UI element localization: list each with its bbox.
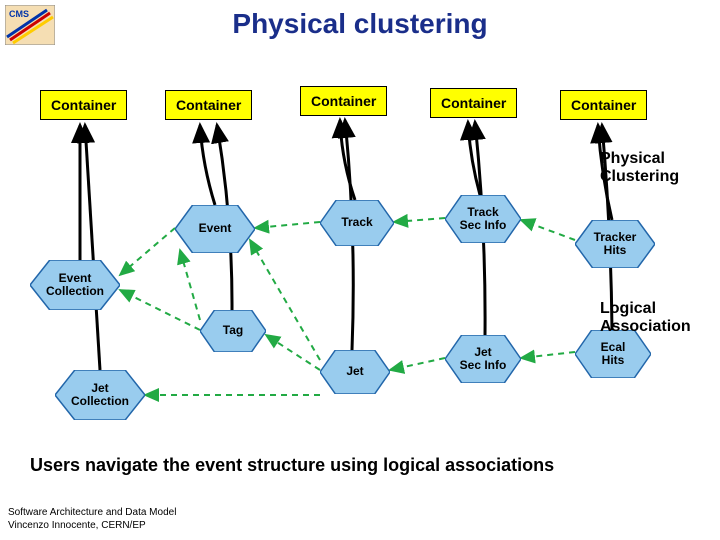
container-box-0: Container: [40, 90, 127, 120]
node-event: Event: [175, 205, 255, 253]
container-box-3: Container: [430, 88, 517, 118]
node-tag: Tag: [200, 310, 266, 352]
node-evcoll: EventCollection: [30, 260, 120, 310]
node-thits: TrackerHits: [575, 220, 655, 268]
node-label-evcoll: EventCollection: [46, 272, 104, 298]
node-label-thits: TrackerHits: [594, 231, 637, 257]
container-box-2: Container: [300, 86, 387, 116]
diagram-label-1: LogicalAssociation: [600, 300, 691, 336]
node-tsi: TrackSec Info: [445, 195, 521, 243]
container-box-4: Container: [560, 90, 647, 120]
diagram-label-2: Users navigate the event structure using…: [30, 455, 554, 476]
diagram-label-0: PhysicalClustering: [600, 150, 679, 186]
node-label-jetcoll: JetCollection: [71, 382, 129, 408]
title-text: Physical clustering: [232, 8, 487, 39]
node-ehits: EcalHits: [575, 330, 651, 378]
node-label-tsi: TrackSec Info: [460, 206, 507, 232]
footer: Software Architecture and Data Model Vin…: [8, 506, 176, 532]
node-label-track: Track: [341, 216, 372, 229]
node-jsi: JetSec Info: [445, 335, 521, 383]
node-jet: Jet: [320, 350, 390, 394]
node-jetcoll: JetCollection: [55, 370, 145, 420]
container-box-1: Container: [165, 90, 252, 120]
footer-line-1: Software Architecture and Data Model: [8, 506, 176, 519]
page-title: Physical clustering: [0, 8, 720, 40]
node-label-jet: Jet: [346, 365, 363, 378]
node-label-event: Event: [199, 222, 232, 235]
node-label-jsi: JetSec Info: [460, 346, 507, 372]
node-track: Track: [320, 200, 394, 246]
node-label-tag: Tag: [223, 324, 243, 337]
footer-line-2: Vincenzo Innocente, CERN/EP: [8, 519, 176, 532]
node-label-ehits: EcalHits: [601, 341, 626, 367]
